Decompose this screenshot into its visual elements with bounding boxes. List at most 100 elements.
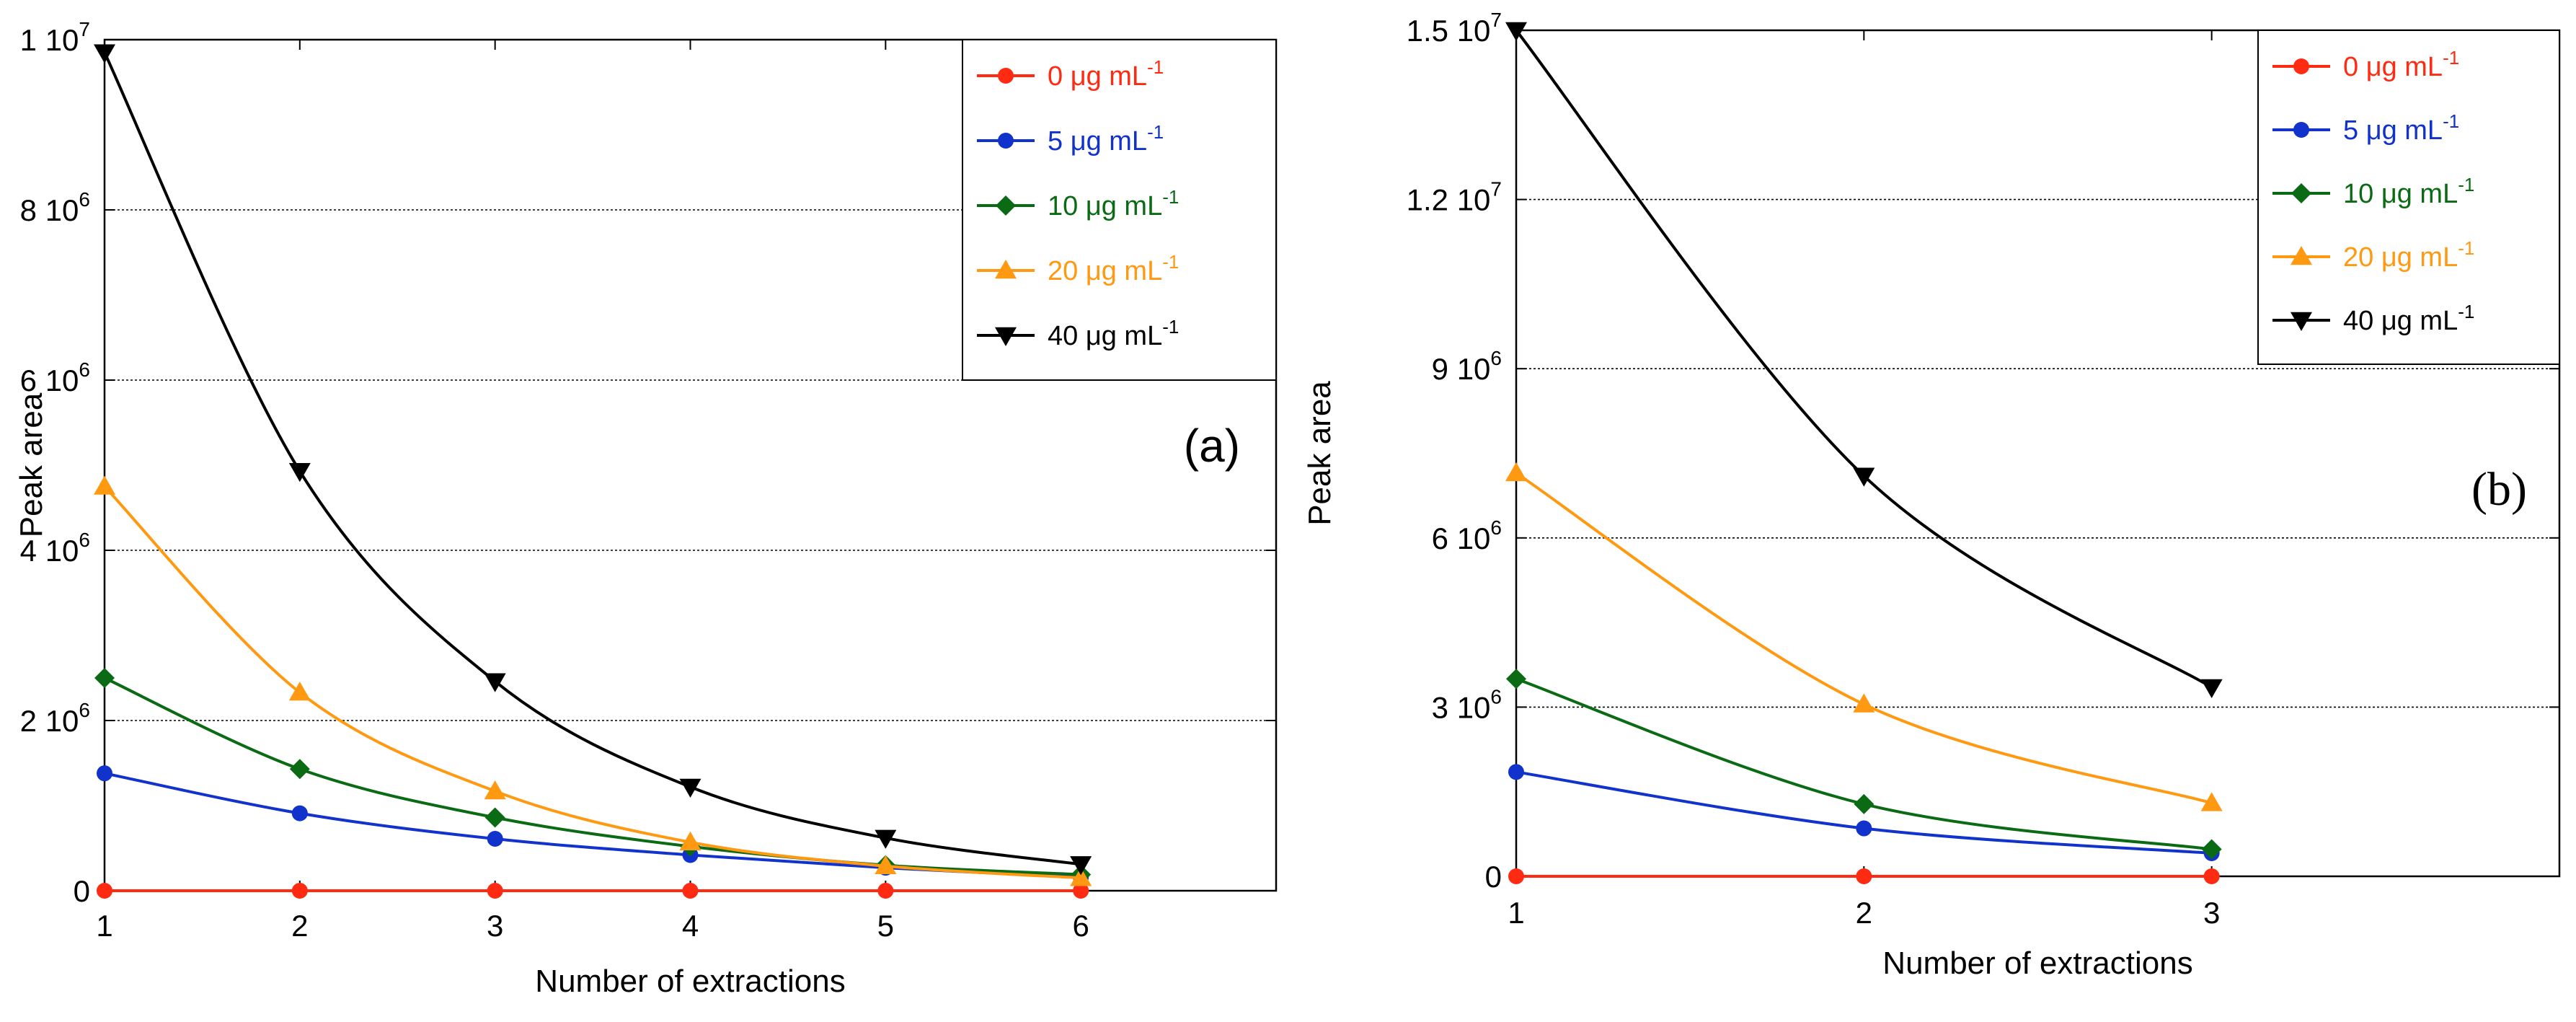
legend-label: 20 μg mL-1	[2343, 237, 2474, 273]
data-point	[289, 759, 310, 780]
legend-label: 10 μg mL-1	[1048, 186, 1179, 221]
y-tick-label: 8 106	[20, 188, 90, 227]
data-point	[2203, 868, 2220, 884]
data-point	[875, 855, 897, 875]
y-tick-label: 0	[1485, 860, 1502, 894]
data-point	[2200, 679, 2223, 699]
legend-label: 40 μg mL-1	[2343, 301, 2474, 336]
x-tick-label: 4	[682, 909, 699, 943]
data-point	[484, 780, 506, 800]
y-tick-label: 3 106	[1432, 685, 1502, 724]
x-tick-label: 3	[2203, 896, 2220, 930]
legend-label: 5 μg mL-1	[1048, 121, 1164, 157]
data-point	[877, 883, 894, 899]
x-tick-label: 1	[96, 909, 112, 943]
data-point	[2201, 839, 2222, 860]
legend-box	[962, 39, 1277, 381]
panel-b: 0 3 106 6 106 9 106 1.2 107 1.5 107 1 2 3 Number …	[1302, 9, 2561, 981]
data-point	[1856, 820, 1872, 837]
panel-a: 0 2 106 4 106 6 106 8 106 1 107 1 2 3 4 5 6 Number o…	[14, 18, 1278, 999]
data-point	[875, 829, 897, 849]
legend-label: 40 μg mL-1	[1048, 316, 1179, 351]
x-tick-label: 1	[1508, 896, 1524, 930]
data-point	[94, 668, 115, 688]
data-point	[288, 682, 311, 701]
data-point	[484, 807, 505, 828]
legend: 0 μg mL-1 5 μg mL-1 10 μg mL-1 20 μg mL-1 40…	[2257, 30, 2560, 365]
series-3	[1505, 462, 2223, 811]
data-point	[487, 831, 503, 847]
legend-marker	[2291, 183, 2311, 203]
legend-marker	[2290, 246, 2312, 265]
legend-box	[2257, 30, 2560, 365]
data-point	[1856, 868, 1872, 884]
series-2	[1506, 669, 2222, 860]
data-point	[291, 805, 308, 821]
series-4	[1505, 22, 2223, 699]
series-line	[1515, 29, 2213, 689]
legend-label: 0 μg mL-1	[2343, 47, 2459, 82]
data-point	[679, 831, 701, 850]
legend-marker	[998, 133, 1014, 149]
panel-label: (a)	[1184, 420, 1240, 472]
data-point	[1853, 693, 1875, 713]
series-line	[103, 485, 1081, 880]
x-tick-label: 3	[487, 909, 503, 943]
data-point	[1508, 868, 1524, 884]
data-point	[1505, 462, 1527, 482]
y-tick-label: 1 107	[20, 18, 90, 57]
series-0	[97, 883, 1089, 899]
y-axis-title: Peak area	[14, 392, 49, 537]
data-point	[484, 673, 506, 692]
x-tick-label: 2	[1856, 896, 1872, 930]
legend-marker	[998, 68, 1014, 84]
x-tick-label: 2	[291, 909, 308, 943]
data-point	[487, 883, 503, 899]
data-point	[291, 883, 308, 899]
x-axis-title: Number of extractions	[1882, 946, 2192, 981]
data-point	[94, 44, 115, 63]
data-point	[2200, 792, 2223, 811]
legend-marker	[995, 327, 1017, 346]
y-tick-label: 0	[74, 874, 90, 908]
data-point	[1508, 764, 1524, 780]
legend-label: 5 μg mL-1	[2343, 110, 2459, 146]
data-point	[1070, 856, 1092, 876]
y-tick-label: 1.2 107	[1407, 178, 1502, 217]
x-axis-title: Number of extractions	[535, 964, 845, 999]
legend: 0 μg mL-1 5 μg mL-1 10 μg mL-1 20 μg mL-1 40…	[962, 39, 1277, 381]
data-point	[288, 463, 311, 483]
data-point	[1073, 883, 1089, 899]
x-tick-label: 5	[877, 909, 894, 943]
data-point	[1853, 467, 1875, 487]
legend-marker	[995, 260, 1017, 279]
data-point	[1070, 867, 1092, 886]
legend-label: 20 μg mL-1	[1048, 251, 1179, 286]
data-point	[1854, 793, 1875, 814]
data-point	[1505, 22, 1527, 41]
legend-marker	[2293, 122, 2309, 138]
series-4	[94, 44, 1092, 876]
series-0	[1508, 868, 2220, 884]
panel-label: (b)	[2471, 463, 2527, 516]
series-3	[94, 475, 1092, 886]
y-tick-label: 6 106	[1432, 516, 1502, 555]
data-point	[682, 883, 699, 899]
y-tick-label: 1.5 107	[1407, 9, 1502, 48]
y-tick-label: 9 106	[1432, 347, 1502, 386]
legend-marker	[2293, 58, 2309, 74]
data-point	[97, 883, 112, 899]
y-tick-label: 2 106	[20, 699, 90, 738]
legend-marker	[2290, 312, 2312, 331]
y-tick-label: 4 106	[20, 529, 90, 568]
legend-marker	[996, 195, 1016, 216]
data-point	[1506, 669, 1526, 690]
legend-label: 0 μg mL-1	[1048, 56, 1164, 92]
y-axis-title: Peak area	[1302, 381, 1337, 526]
data-point	[679, 778, 701, 798]
data-point	[97, 765, 112, 782]
x-tick-label: 6	[1072, 909, 1089, 943]
legend-label: 10 μg mL-1	[2343, 174, 2474, 209]
